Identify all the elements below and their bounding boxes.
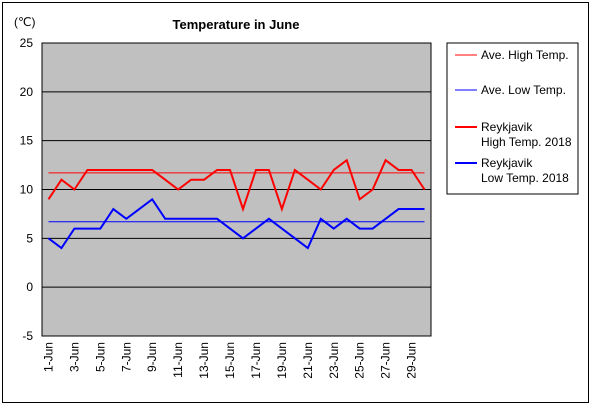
y-axis: 25 20 15 10 5 0 -5 <box>20 36 34 343</box>
chart-title: Temperature in June <box>173 17 300 32</box>
legend-label-3: Reykjavik Low Temp. 2018 <box>481 156 569 185</box>
legend-label-1: Ave. Low Temp. <box>481 83 566 97</box>
x-tick-label: 21-Jun <box>301 342 315 379</box>
x-tick-label: 17-Jun <box>249 342 263 379</box>
y-tick-label: 5 <box>26 231 33 245</box>
x-tick-label: 7-Jun <box>119 342 133 372</box>
x-tick-label: 23-Jun <box>327 342 341 379</box>
x-tick-label: 1-Jun <box>41 342 55 372</box>
x-tick-label: 29-Jun <box>405 342 419 379</box>
x-tick-label: 15-Jun <box>223 342 237 379</box>
legend-label-0: Ave. High Temp. <box>481 48 569 62</box>
legend-box <box>446 42 579 195</box>
x-axis: 1-Jun 3-Jun 5-Jun 7-Jun 9-Jun 11-Jun 13-Jun 15-… <box>41 342 418 379</box>
x-tick-label: 27-Jun <box>379 342 393 379</box>
x-tick-label: 3-Jun <box>67 342 81 372</box>
x-tick-label: 25-Jun <box>353 342 367 379</box>
legend: Ave. High Temp. Ave. Low Temp. Reykjavik Hi… <box>455 48 572 185</box>
series-line-2 <box>47 158 426 213</box>
x-tick-label: 9-Jun <box>145 342 159 372</box>
y-tick-label: 0 <box>26 280 33 294</box>
y-tick-label: 20 <box>20 85 34 99</box>
y-tick-label: 25 <box>20 36 34 50</box>
x-tick-label: 19-Jun <box>275 342 289 379</box>
unit-label: (℃) <box>14 15 35 29</box>
series-lines <box>47 158 426 250</box>
y-tick-label: 15 <box>20 134 34 148</box>
x-tick-label: 13-Jun <box>197 342 211 379</box>
series-line-3 <box>47 197 425 250</box>
y-tick-label: -5 <box>22 329 33 343</box>
x-tick-label: 5-Jun <box>93 342 107 372</box>
legend-label-2: Reykjavik High Temp. 2018 <box>481 120 572 149</box>
y-tick-label: 10 <box>20 183 34 197</box>
x-tick-label: 11-Jun <box>171 342 185 378</box>
